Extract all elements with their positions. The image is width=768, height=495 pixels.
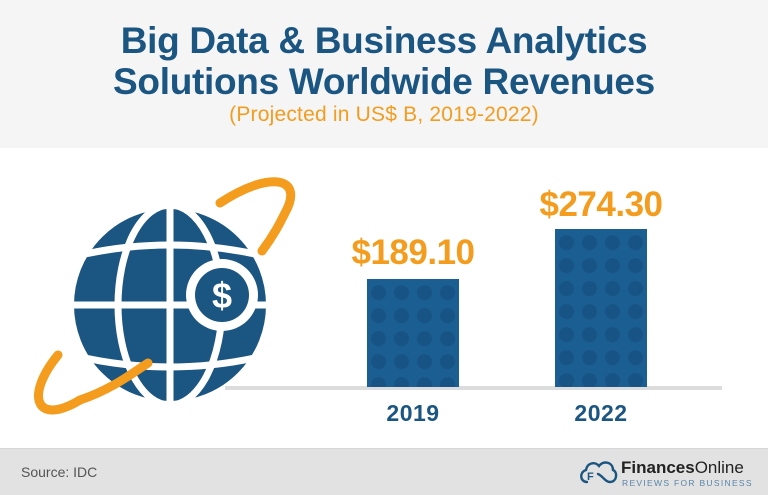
cloud-logo-icon: F xyxy=(580,461,618,484)
bar-label-2019: 2019 xyxy=(386,400,440,426)
financesonline-logo: F FinancesOnline REVIEWS FOR BUSINESS xyxy=(578,455,768,491)
page-title: Big Data & Business Analytics Solutions … xyxy=(0,20,768,102)
bar-2019 xyxy=(367,279,459,387)
bar-value-2019: $189.10 xyxy=(351,233,475,272)
bar-label-2022: 2022 xyxy=(574,400,628,426)
chart-baseline xyxy=(225,386,722,390)
bar-value-2022: $274.30 xyxy=(539,185,663,224)
title-line-1: Big Data & Business Analytics xyxy=(120,20,648,61)
logo-tagline: REVIEWS FOR BUSINESS xyxy=(622,478,753,488)
logo-name-bold: Finances xyxy=(621,458,695,477)
svg-text:F: F xyxy=(587,471,594,483)
footer: Source: IDC F FinancesOnline REVIEWS FOR… xyxy=(0,448,768,495)
source-text: Source: IDC xyxy=(21,464,98,480)
title-line-2: Solutions Worldwide Revenues xyxy=(113,61,655,102)
subtitle: (Projected in US$ B, 2019-2022) xyxy=(229,103,539,126)
header: Big Data & Business Analytics Solutions … xyxy=(0,0,768,148)
logo-name: FinancesOnline xyxy=(621,458,744,477)
svg-text:$: $ xyxy=(212,275,232,316)
globe-with-dollar-and-orbit-icon: $ xyxy=(30,165,330,440)
logo-name-light: Online xyxy=(694,458,744,477)
bar-2022 xyxy=(555,229,647,387)
